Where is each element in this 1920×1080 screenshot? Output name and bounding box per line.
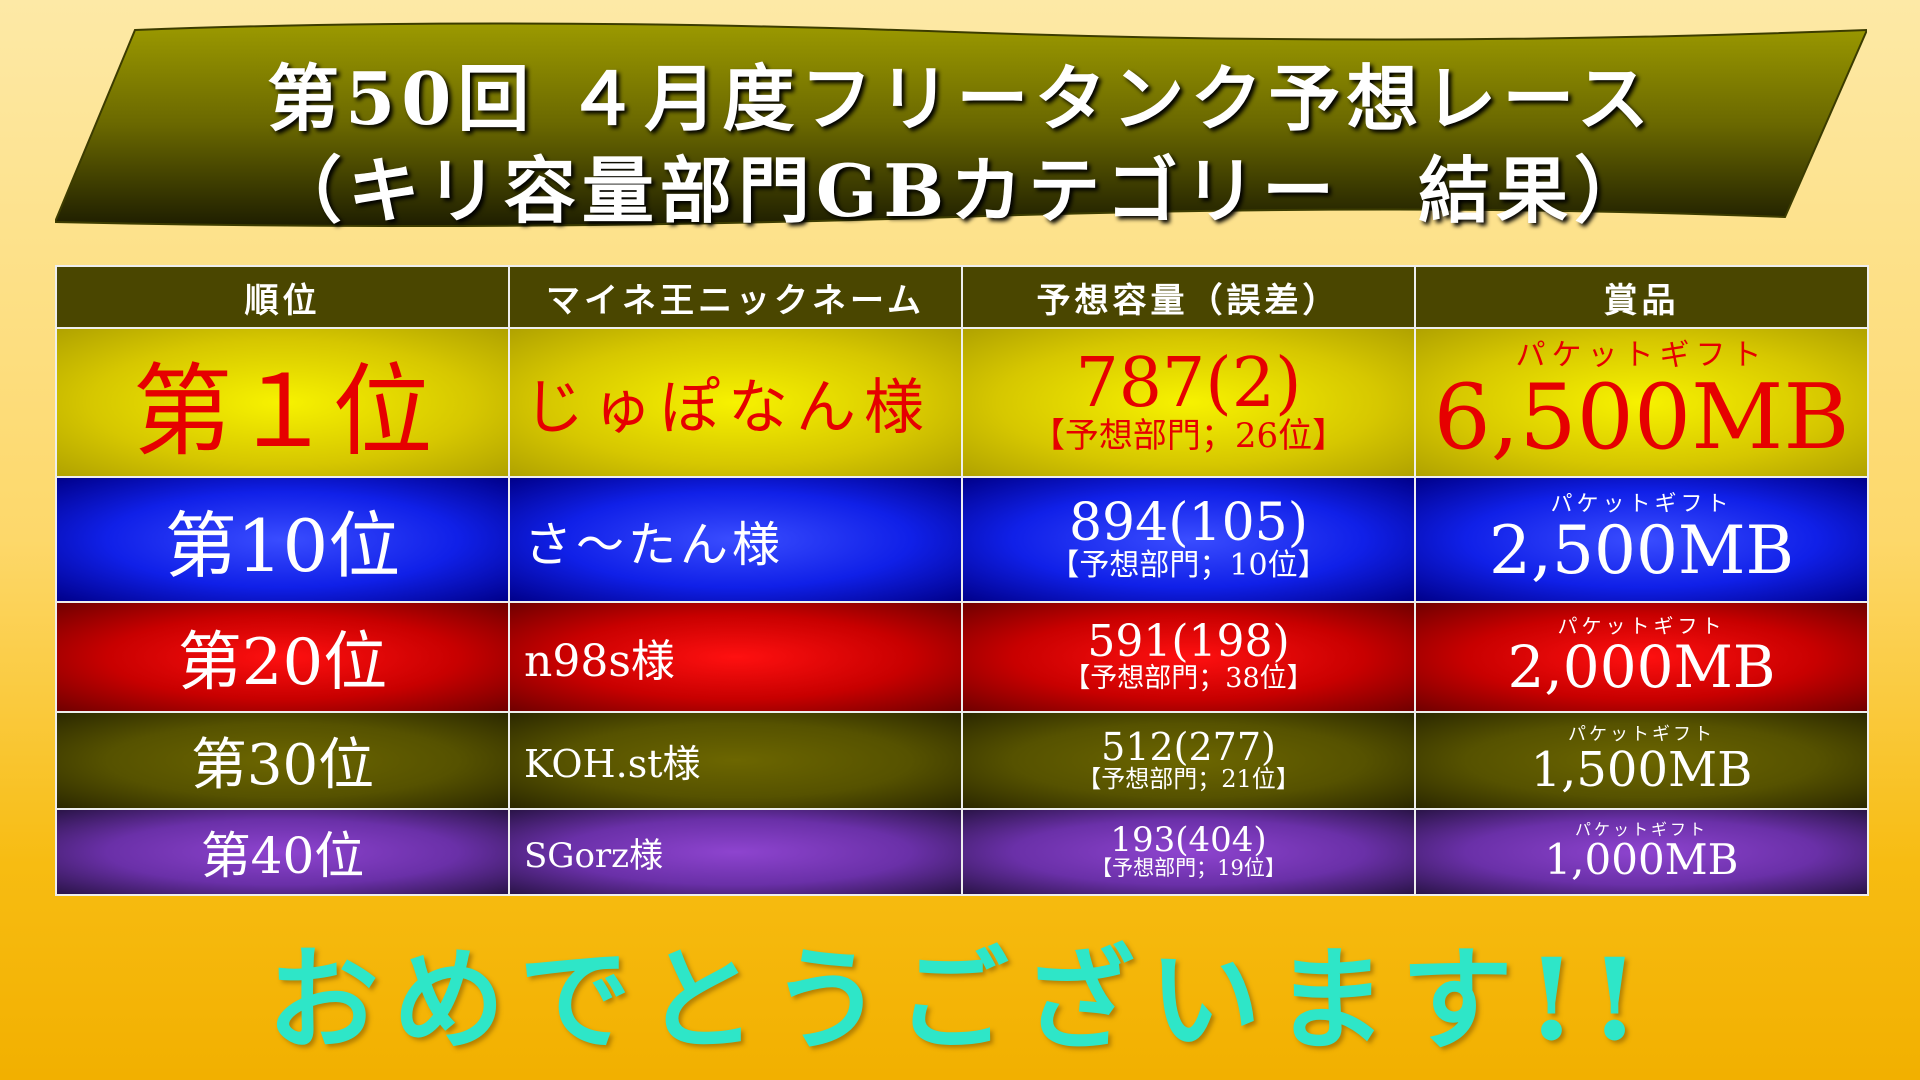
prediction-cell: 787(2) 【予想部門；26位】 xyxy=(961,327,1416,478)
table-row: 第20位 n98s様 591(198) 【予想部門；38位】 パケットギフト 2,0… xyxy=(55,601,1869,713)
header-prize: 賞品 xyxy=(1414,265,1869,329)
congratulations-message: おめでとうございます!! xyxy=(266,935,1654,1066)
nickname: n98s様 xyxy=(508,601,963,713)
nickname: さ～たん様 xyxy=(508,476,963,603)
prediction: 894(105) xyxy=(1068,493,1309,553)
prediction-rank: 【予想部門；21位】 xyxy=(1077,765,1300,794)
table-row: 第40位 SGorz様 193(404) 【予想部門；19位】 パケットギフト 1,… xyxy=(55,808,1869,896)
prediction: 787(2) xyxy=(1075,343,1302,423)
rank: 第30位 xyxy=(190,733,375,798)
table-row: 第１位 じゅぽなん様 787(2) 【予想部門；26位】 パケットギフト 6,500… xyxy=(55,327,1869,478)
nickname: KOH.st様 xyxy=(508,711,963,810)
rank: 第10位 xyxy=(164,504,401,588)
nickname: じゅぽなん様 xyxy=(508,327,963,478)
title-line-1: 第50回 ４月度フリータンク予想レース xyxy=(267,56,1655,141)
prize: 1,500MB xyxy=(1530,741,1753,798)
prize-cell: パケットギフト 1,000MB xyxy=(1414,808,1869,896)
prediction-cell: 894(105) 【予想部門；10位】 xyxy=(961,476,1416,603)
prediction-cell: 591(198) 【予想部門；38位】 xyxy=(961,601,1416,713)
rank: 第40位 xyxy=(200,827,365,885)
prize: 2,500MB xyxy=(1488,512,1795,590)
prize-label: パケットギフト xyxy=(1574,819,1708,839)
prediction-cell: 193(404) 【予想部門；19位】 xyxy=(961,808,1416,896)
banner-shape xyxy=(55,22,1867,227)
header-rank: 順位 xyxy=(55,265,510,329)
prediction: 193(404) xyxy=(1110,820,1267,861)
prediction-rank: 【予想部門；19位】 xyxy=(1091,856,1286,881)
prediction-rank: 【予想部門；26位】 xyxy=(1030,415,1347,456)
prediction: 591(198) xyxy=(1087,616,1290,668)
prize-label: パケットギフト xyxy=(1515,337,1768,373)
prize: 1,000MB xyxy=(1544,835,1739,885)
title-banner: 第50回 ４月度フリータンク予想レース （キリ容量部門GBカテゴリー 結果） xyxy=(55,22,1867,233)
rank-cell: 第１位 xyxy=(55,327,510,478)
prize-cell: パケットギフト 2,500MB xyxy=(1414,476,1869,603)
title-line-2: （キリ容量部門GBカテゴリー 結果） xyxy=(269,148,1653,233)
nickname: SGorz様 xyxy=(508,808,963,896)
prize-cell: パケットギフト 6,500MB xyxy=(1414,327,1869,478)
header-prediction: 予想容量（誤差） xyxy=(961,265,1416,329)
prize-cell: パケットギフト 2,000MB xyxy=(1414,601,1869,713)
rank: 第20位 xyxy=(177,626,388,700)
header-nickname: マイネ王ニックネーム xyxy=(508,265,963,329)
prediction-rank: 【予想部門；10位】 xyxy=(1049,548,1328,583)
table-row: 第10位 さ～たん様 894(105) 【予想部門；10位】 パケットギフト 2,5… xyxy=(55,476,1869,603)
prize-label: パケットギフト xyxy=(1550,492,1733,518)
rank-cell: 第30位 xyxy=(55,711,510,810)
prediction: 512(277) xyxy=(1101,725,1276,770)
prize: 2,000MB xyxy=(1507,633,1776,702)
prize-label: パケットギフト xyxy=(1557,614,1726,639)
rank-cell: 第20位 xyxy=(55,601,510,713)
prize-cell: パケットギフト 1,500MB xyxy=(1414,711,1869,810)
rank-cell: 第10位 xyxy=(55,476,510,603)
prize-label: パケットギフト xyxy=(1568,723,1715,745)
table-row: 第30位 KOH.st様 512(277) 【予想部門；21位】 パケットギフト 1… xyxy=(55,711,1869,810)
prediction-rank: 【予想部門；38位】 xyxy=(1063,663,1314,695)
rank-cell: 第40位 xyxy=(55,808,510,896)
prediction-cell: 512(277) 【予想部門；21位】 xyxy=(961,711,1416,810)
rank: 第１位 xyxy=(132,353,433,470)
prize: 6,500MB xyxy=(1433,365,1850,470)
results-table: 順位 マイネ王ニックネーム 予想容量（誤差） 賞品 第１位 じゅぽなん様 787… xyxy=(55,265,1869,896)
table-header: 順位 マイネ王ニックネーム 予想容量（誤差） 賞品 xyxy=(55,265,1869,329)
